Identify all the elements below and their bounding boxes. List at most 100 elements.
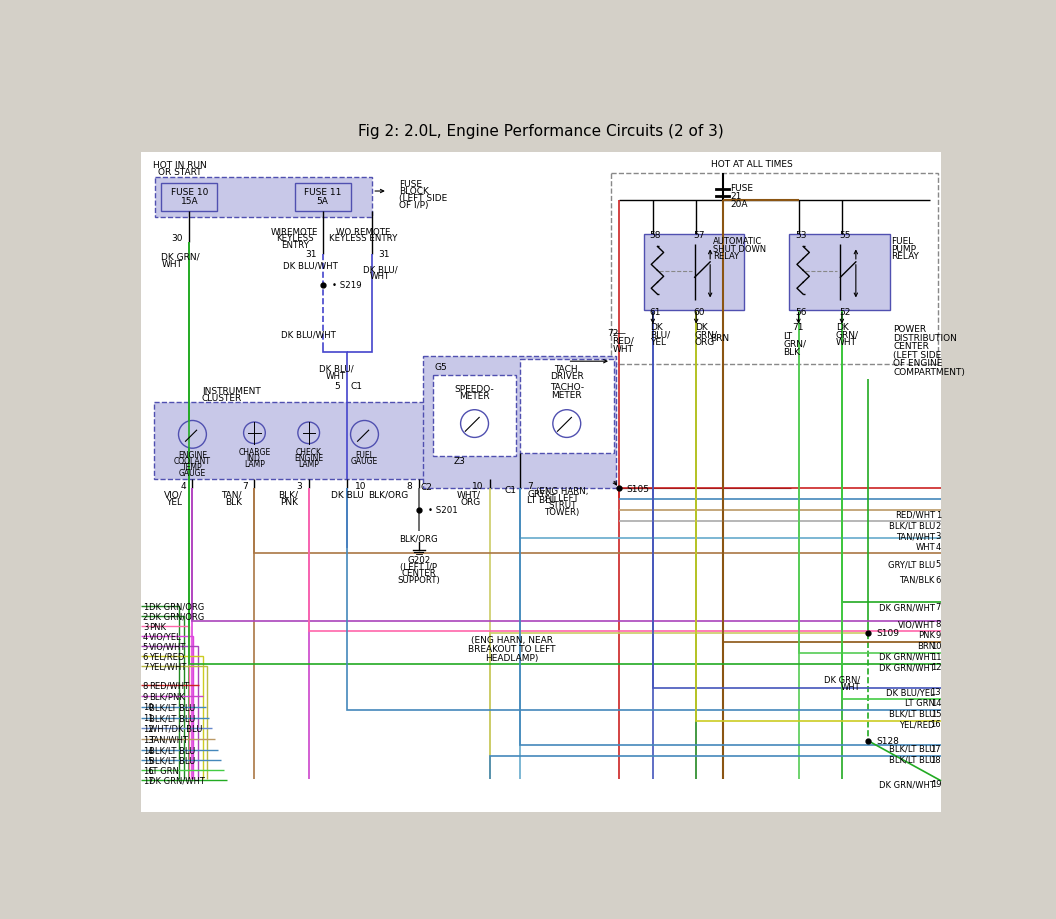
Text: DK GRN/: DK GRN/ — [825, 675, 861, 684]
Text: DK GRN/WHT: DK GRN/WHT — [149, 776, 205, 785]
Text: • S201: • S201 — [428, 505, 458, 515]
Text: S109: S109 — [876, 629, 899, 638]
Text: COOLANT: COOLANT — [174, 457, 211, 466]
Text: 10: 10 — [355, 482, 366, 490]
Text: RED/: RED/ — [612, 336, 635, 346]
Text: 30: 30 — [172, 234, 183, 244]
Text: 7: 7 — [936, 603, 941, 612]
Text: 11: 11 — [930, 652, 941, 661]
Text: 14: 14 — [930, 698, 941, 707]
Text: BREAKOUT TO LEFT: BREAKOUT TO LEFT — [468, 644, 555, 653]
Text: BRN: BRN — [710, 334, 729, 343]
Text: BLU/: BLU/ — [649, 331, 670, 339]
Text: G202: G202 — [408, 555, 431, 564]
Text: TACHO-: TACHO- — [550, 382, 584, 391]
Text: CENTER: CENTER — [893, 342, 929, 351]
Text: GRY/LT BLU: GRY/LT BLU — [888, 560, 935, 569]
Bar — [643, 235, 744, 311]
Text: WHT: WHT — [370, 272, 390, 281]
Text: BLK/LT BLU: BLK/LT BLU — [149, 713, 195, 722]
Text: WHT/DK BLU: WHT/DK BLU — [149, 724, 203, 733]
Text: DK BLU/: DK BLU/ — [319, 364, 353, 373]
Text: BLK/LT BLU: BLK/LT BLU — [149, 745, 195, 754]
Text: 4: 4 — [143, 632, 148, 641]
Text: WHT: WHT — [841, 683, 861, 692]
Text: KEYLESS ENTRY: KEYLESS ENTRY — [328, 234, 397, 244]
Text: 15: 15 — [930, 709, 941, 718]
Circle shape — [553, 410, 581, 438]
Bar — [295, 184, 351, 211]
Text: TAN/BLK: TAN/BLK — [900, 575, 935, 584]
Text: DK GRN/WHT: DK GRN/WHT — [879, 663, 935, 672]
Text: 10: 10 — [472, 482, 484, 490]
Text: YEL: YEL — [167, 497, 183, 506]
Text: 13: 13 — [930, 687, 941, 697]
Text: 14: 14 — [143, 745, 153, 754]
Text: FUSE: FUSE — [731, 184, 753, 193]
Text: 31: 31 — [378, 250, 390, 258]
Text: 4: 4 — [936, 542, 941, 551]
Text: FUSE: FUSE — [399, 179, 422, 188]
Text: SPEEDO-: SPEEDO- — [455, 384, 494, 393]
Text: 3: 3 — [936, 532, 941, 541]
Text: 72: 72 — [607, 329, 619, 338]
Text: YEL/RED: YEL/RED — [900, 720, 935, 729]
Text: Fig 2: 2.0L, Engine Performance Circuits (2 of 3): Fig 2: 2.0L, Engine Performance Circuits… — [358, 124, 724, 140]
Text: DK BLU: DK BLU — [332, 491, 364, 499]
Text: DRIVER: DRIVER — [550, 372, 584, 380]
Text: 10: 10 — [930, 641, 941, 650]
Text: ENGINE: ENGINE — [177, 450, 207, 460]
Text: (LEFT SIDE: (LEFT SIDE — [893, 350, 941, 359]
Bar — [162, 184, 218, 211]
Text: 5A: 5A — [317, 197, 328, 206]
Text: VIO/WHT: VIO/WHT — [149, 641, 187, 651]
Circle shape — [298, 423, 320, 444]
Text: 20A: 20A — [731, 199, 748, 209]
Text: CHECK: CHECK — [296, 448, 322, 456]
Text: RED/WHT: RED/WHT — [894, 510, 935, 519]
Text: WHT: WHT — [325, 372, 346, 380]
Text: CHARGE: CHARGE — [239, 448, 270, 456]
Text: 15A: 15A — [181, 197, 199, 206]
Text: (LEFT I/P: (LEFT I/P — [400, 562, 437, 571]
Text: 11: 11 — [143, 713, 153, 722]
Text: BLK/PNK: BLK/PNK — [149, 692, 185, 701]
Text: GRN/: GRN/ — [782, 340, 806, 348]
Text: DK BLU/: DK BLU/ — [362, 265, 397, 274]
Bar — [154, 403, 456, 480]
Text: (ENG HARN,: (ENG HARN, — [536, 486, 588, 495]
Text: WHT: WHT — [612, 345, 634, 353]
Text: 7: 7 — [243, 482, 248, 490]
Text: TAN/: TAN/ — [222, 491, 242, 499]
Text: 17: 17 — [930, 744, 941, 754]
Text: DK BLU/YEL: DK BLU/YEL — [886, 687, 935, 697]
Text: C1: C1 — [351, 381, 362, 391]
Text: ORG: ORG — [460, 497, 480, 506]
Text: 16: 16 — [930, 720, 941, 729]
Text: STRUT: STRUT — [548, 500, 577, 509]
Text: 3: 3 — [143, 622, 148, 630]
Text: INSTRUMENT: INSTRUMENT — [202, 387, 261, 395]
Text: 3: 3 — [297, 482, 302, 490]
Text: 5: 5 — [334, 381, 340, 391]
Text: CENTER: CENTER — [401, 569, 436, 578]
Text: OR START: OR START — [158, 168, 202, 177]
Text: TACH.: TACH. — [553, 364, 580, 373]
Text: SUPPORT): SUPPORT) — [397, 575, 440, 584]
Text: 7: 7 — [143, 662, 148, 671]
Text: ORG: ORG — [695, 338, 715, 347]
Text: DK GRN/WHT: DK GRN/WHT — [879, 779, 935, 789]
Text: PUMP: PUMP — [891, 244, 917, 254]
Text: METER: METER — [551, 391, 582, 400]
Text: 53: 53 — [795, 231, 807, 239]
Text: Z3: Z3 — [454, 457, 466, 466]
Text: WO REMOTE: WO REMOTE — [336, 227, 391, 236]
Text: WIREMOTE: WIREMOTE — [271, 227, 319, 236]
Text: 52: 52 — [838, 307, 850, 316]
Text: 18: 18 — [930, 755, 941, 764]
Text: BLK/LT BLU: BLK/LT BLU — [889, 521, 935, 530]
Text: 8: 8 — [407, 482, 413, 490]
Text: FUSE 11: FUSE 11 — [304, 188, 341, 197]
Text: KEYLESS: KEYLESS — [276, 234, 314, 244]
Text: LAMP: LAMP — [244, 460, 265, 469]
